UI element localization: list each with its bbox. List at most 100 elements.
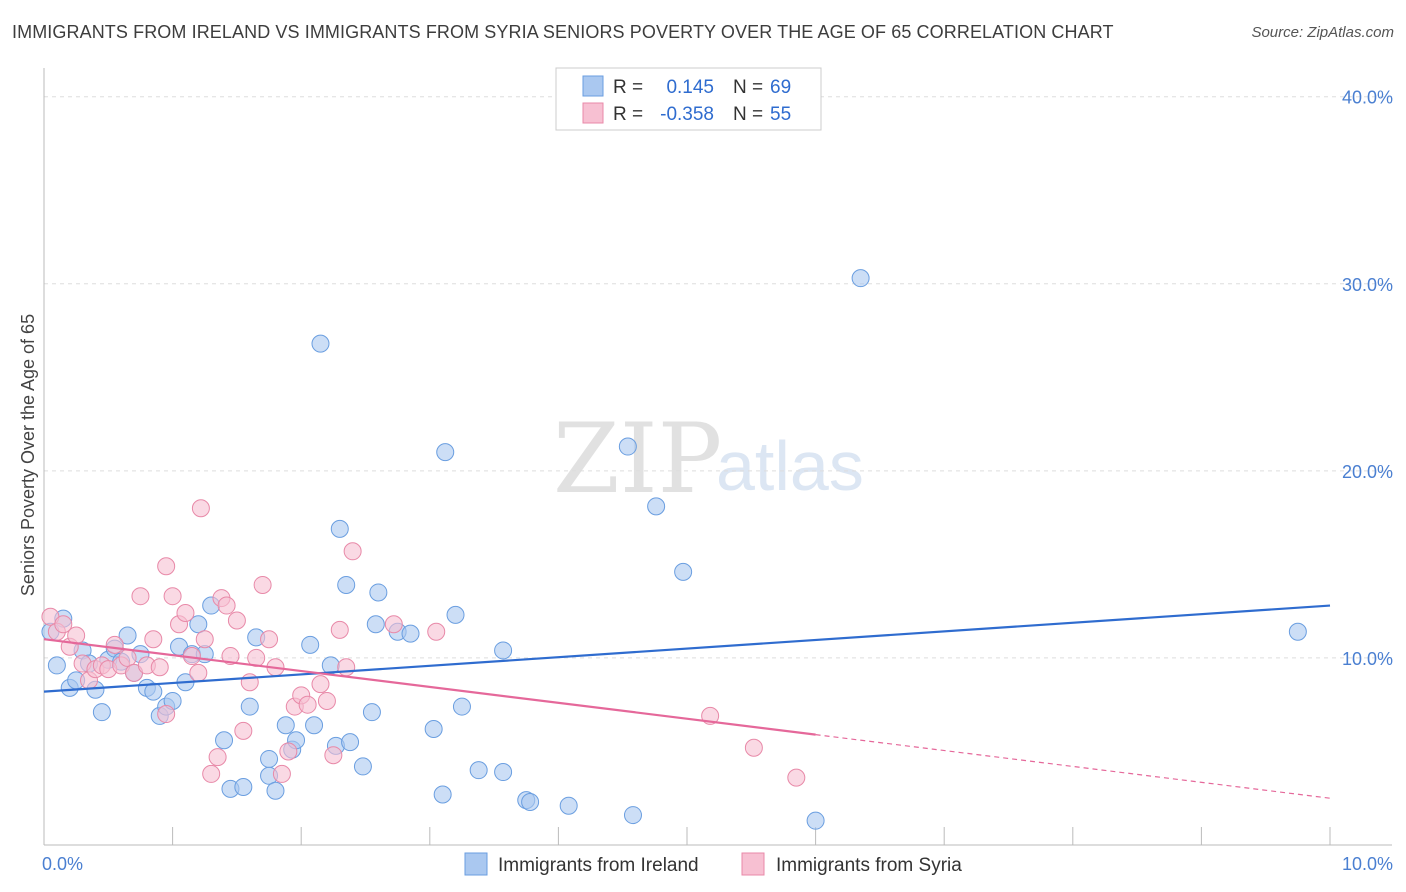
watermark-atlas: atlas	[716, 427, 864, 505]
bottom-legend: Immigrants from Ireland Immigrants from …	[464, 852, 962, 876]
trend-lines	[43, 604, 1331, 799]
ireland-point	[851, 269, 870, 288]
bottom-legend-label-ireland: Immigrants from Ireland	[498, 855, 699, 876]
source-label: Source: ZipAtlas.com	[1251, 24, 1394, 41]
ireland-point	[494, 641, 513, 660]
bottom-legend-swatch-ireland	[464, 852, 488, 876]
ireland-point	[521, 792, 540, 811]
ireland-point	[234, 778, 253, 797]
syria-point	[744, 738, 763, 757]
ireland-point	[366, 615, 385, 634]
ireland-point	[618, 437, 637, 456]
syria-point	[272, 764, 291, 783]
legend-r-value: -0.358	[660, 104, 714, 125]
y-tick-labels: 10.0% 20.0% 30.0% 40.0%	[1342, 88, 1393, 669]
syria-point	[217, 596, 236, 615]
syria-point	[195, 630, 214, 649]
syria-point	[144, 630, 163, 649]
ireland-point	[260, 749, 279, 768]
syria-point	[208, 748, 227, 767]
bottom-legend-label-syria: Immigrants from Syria	[776, 855, 962, 876]
syria-point	[157, 705, 176, 724]
chart-title: IMMIGRANTS FROM IRELAND VS IMMIGRANTS FR…	[12, 22, 1114, 42]
ireland-point	[353, 757, 372, 776]
syria-point	[384, 615, 403, 634]
ireland-point	[301, 635, 320, 654]
ireland-point	[469, 761, 488, 780]
syria-point	[202, 764, 221, 783]
legend-n-label: N =	[733, 104, 763, 125]
ireland-point	[240, 697, 259, 716]
syria-point	[118, 648, 137, 667]
syria-trend-extension	[815, 734, 1331, 799]
y-tick-label: 20.0%	[1342, 462, 1393, 482]
syria-point	[131, 587, 150, 606]
legend-r-label: R =	[613, 77, 643, 98]
ireland-point	[433, 785, 452, 804]
syria-point	[427, 622, 446, 641]
ireland-point	[647, 497, 666, 516]
ireland-point	[47, 656, 66, 675]
series-ireland-points	[41, 269, 1307, 830]
ireland-point	[494, 763, 513, 782]
ireland-point	[276, 716, 295, 735]
syria-point	[234, 721, 253, 740]
watermark: ZIP atlas	[553, 403, 864, 515]
bottom-legend-swatch-syria	[741, 852, 765, 876]
syria-point	[317, 691, 336, 710]
syria-point	[343, 542, 362, 561]
syria-point	[191, 499, 210, 518]
syria-point	[298, 695, 317, 714]
syria-point	[163, 587, 182, 606]
ireland-point	[806, 811, 825, 830]
legend-swatch-ireland	[582, 75, 604, 97]
x-tick-label: 10.0%	[1342, 854, 1393, 874]
ireland-point	[215, 731, 234, 750]
ireland-point	[189, 615, 208, 634]
syria-point	[337, 658, 356, 677]
syria-point	[311, 675, 330, 694]
syria-point	[54, 615, 73, 634]
ireland-point	[311, 334, 330, 353]
syria-point	[105, 635, 124, 654]
syria-point	[157, 557, 176, 576]
syria-point	[330, 620, 349, 639]
ireland-point	[559, 796, 578, 815]
ireland-point	[266, 781, 285, 800]
ireland-point	[341, 733, 360, 752]
ireland-point	[446, 605, 465, 624]
ireland-point	[401, 624, 420, 643]
ireland-point	[436, 443, 455, 462]
legend: R = 0.145 N = 69 R = -0.358 N = 55	[555, 67, 822, 131]
y-tick-label: 10.0%	[1342, 649, 1393, 669]
ireland-point	[674, 562, 693, 581]
syria-point	[176, 604, 195, 623]
ireland-point	[337, 575, 356, 594]
ireland-point	[305, 716, 324, 735]
axes	[43, 68, 1392, 846]
legend-swatch-syria	[582, 102, 604, 124]
watermark-zip: ZIP	[553, 403, 722, 515]
syria-point	[260, 630, 279, 649]
ireland-point	[369, 583, 388, 602]
syria-point	[221, 647, 240, 666]
ireland-point	[330, 519, 349, 538]
syria-point	[787, 768, 806, 787]
legend-r-label: R =	[613, 104, 643, 125]
y-tick-label: 30.0%	[1342, 275, 1393, 295]
ireland-point	[424, 720, 443, 739]
ireland-point	[1288, 622, 1307, 641]
syria-trend-line	[43, 638, 816, 736]
ireland-point	[144, 682, 163, 701]
syria-point	[227, 611, 246, 630]
syria-point	[150, 658, 169, 677]
y-axis-label: Seniors Poverty Over the Age of 65	[18, 314, 38, 596]
legend-n-value: 69	[770, 77, 791, 98]
syria-point	[189, 663, 208, 682]
syria-point	[240, 673, 259, 692]
legend-n-value: 55	[770, 104, 791, 125]
x-tick-label: 0.0%	[42, 854, 83, 874]
ireland-trend-line	[43, 604, 1331, 693]
grid-lines	[44, 96, 1392, 659]
ireland-point	[623, 806, 642, 825]
